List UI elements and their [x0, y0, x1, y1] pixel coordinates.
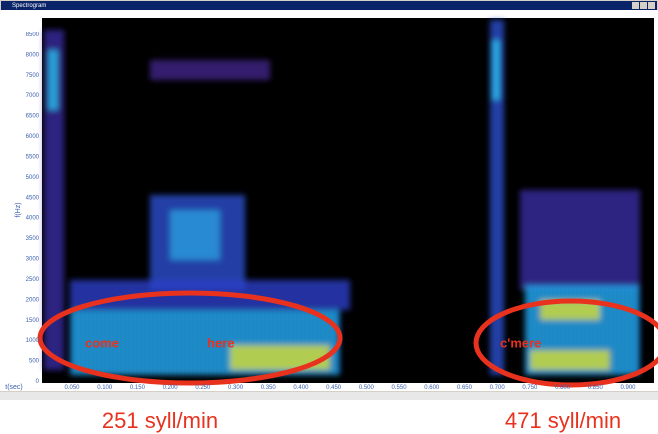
x-tick-label: 0.400 [293, 385, 309, 391]
x-tick-label: 0.750 [522, 385, 538, 391]
y-tick-label: 3000 [26, 257, 40, 263]
x-tick-label: 0.800 [555, 385, 571, 391]
x-tick-label: 0.500 [359, 385, 375, 391]
y-tick-label: 5000 [26, 175, 40, 181]
word-label: come [85, 335, 119, 350]
y-tick-label: 5500 [26, 154, 40, 160]
y-tick-label: 1500 [26, 318, 40, 324]
x-tick-label: 0.150 [130, 385, 146, 391]
screenshot: Spectrogram come here c'mere f(Hz) t(sec… [0, 0, 658, 434]
x-tick-label: 0.250 [195, 385, 211, 391]
y-tick-label: 3500 [26, 236, 40, 242]
x-tick-label: 0.200 [163, 385, 179, 391]
y-tick-label: 500 [29, 359, 40, 365]
y-tick-label: 7500 [26, 73, 40, 79]
y-tick-label: 8000 [26, 52, 40, 58]
word-label: here [207, 335, 234, 350]
word-label: c'mere [500, 335, 541, 350]
x-tick-label: 0.900 [620, 385, 636, 391]
maximize-button[interactable] [640, 2, 647, 9]
window-title: Spectrogram [12, 3, 46, 9]
x-tick-label: 0.450 [326, 385, 342, 391]
x-tick-label: 0.850 [588, 385, 604, 391]
x-tick-label: 0.700 [490, 385, 506, 391]
title-bar [1, 1, 657, 10]
x-tick-label: 0.650 [457, 385, 473, 391]
minimize-button[interactable] [632, 2, 639, 9]
x-tick-label: 0.100 [97, 385, 113, 391]
x-tick-label: 0.350 [261, 385, 277, 391]
x-tick-label: 0.550 [392, 385, 408, 391]
y-tick-label: 8500 [26, 32, 40, 38]
y-tick-label: 6000 [26, 134, 40, 140]
y-tick-label: 1000 [26, 338, 40, 344]
x-tick-label: 0.300 [228, 385, 244, 391]
x-axis-label: t(sec) [5, 384, 23, 391]
x-tick-label: 0.050 [64, 385, 80, 391]
y-tick-label: 2000 [26, 297, 40, 303]
y-tick-label: 7000 [26, 93, 40, 99]
y-tick-label: 4000 [26, 216, 40, 222]
x-tick-label: 0.600 [424, 385, 440, 391]
y-tick-label: 4500 [26, 195, 40, 201]
caption: 251 syll/min [102, 408, 218, 433]
caption: 471 syll/min [505, 408, 621, 433]
y-axis-label: f(Hz) [15, 202, 22, 217]
y-tick-label: 6500 [26, 114, 40, 120]
scrollbar[interactable] [0, 392, 658, 400]
y-tick-label: 2500 [26, 277, 40, 283]
close-button[interactable] [648, 2, 655, 9]
